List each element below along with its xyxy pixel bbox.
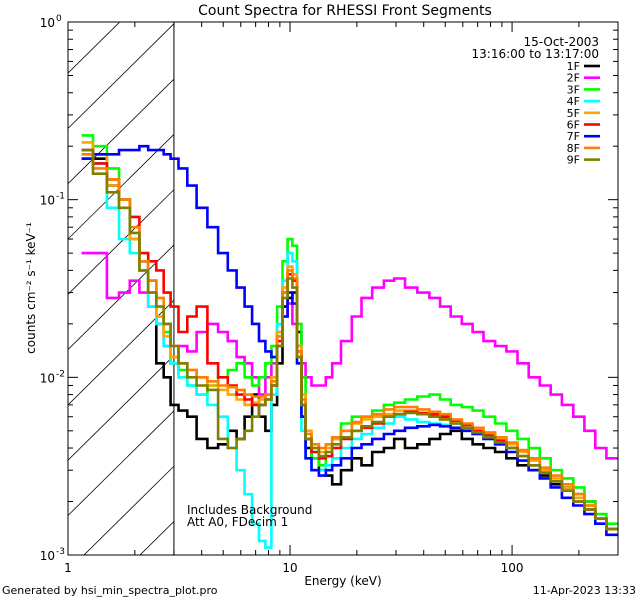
y-tick-label-base: 10 [40,16,55,30]
x-tick-label: 100 [501,561,524,575]
legend-label-2F: 2F [567,72,580,85]
hatch-line [83,465,174,555]
hatch-line [68,355,174,461]
time-range-label: 13:16:00 to 13:17:00 [472,47,599,61]
legend-label-7F: 7F [567,130,580,143]
series-line-2F [81,251,618,460]
date-label: 15-Oct-2003 [523,35,599,49]
annotation-attenuator: Att A0, FDecim 1 [187,515,288,529]
legend-label-8F: 8F [567,142,580,155]
legend-label-5F: 5F [567,107,580,120]
y-tick-label-exp: -3 [56,547,65,557]
x-axis-label: Energy (keV) [304,574,381,588]
footer-timestamp: 11-Apr-2023 13:33 [533,584,636,597]
series-line-1F [81,157,618,531]
excluded-region-hatch [0,2,640,555]
series-line-6F [81,148,618,531]
hatch-line [68,133,174,240]
y-tick-label-exp: -1 [56,192,65,202]
series-line-4F [81,148,618,549]
legend-label-9F: 9F [567,154,580,167]
hatch-line [68,189,174,295]
series-line-9F [81,148,618,531]
legend-label-4F: 4F [567,95,580,108]
y-tick-label-exp: -2 [56,369,65,379]
legend-label-1F: 1F [567,60,580,73]
x-tick-label: 1 [64,561,72,575]
y-tick-label-exp: 0 [56,14,62,24]
chart-title: Count Spectra for RHESSI Front Segments [198,3,492,19]
hatch-line [139,520,174,555]
legend-label-3F: 3F [567,83,580,96]
axis-ticks [67,21,619,556]
y-axis-label: counts cm⁻² s⁻¹ keV⁻¹ [24,222,38,354]
series-group [81,134,618,549]
annotation-background: Includes Background [187,503,312,517]
x-tick-labels: 1 10 100 [64,561,523,575]
y-tick-label-base: 10 [40,194,55,208]
y-tick-label-base: 10 [40,549,55,563]
series-line-7F [81,144,618,537]
hatch-line [68,23,174,129]
legend-label-6F: 6F [567,119,580,132]
y-tick-label-base: 10 [40,371,55,385]
plot-frame [67,21,619,556]
hatch-line [0,2,84,555]
hatch-line [68,22,121,74]
hatch-line [68,244,174,351]
hatch-line [68,78,174,185]
hatch-line [252,2,640,555]
hatch-line [68,410,174,517]
x-tick-label: 10 [282,561,297,575]
footer-generated-by: Generated by hsi_min_spectra_plot.pro [2,584,218,597]
hatch-line [308,2,640,555]
